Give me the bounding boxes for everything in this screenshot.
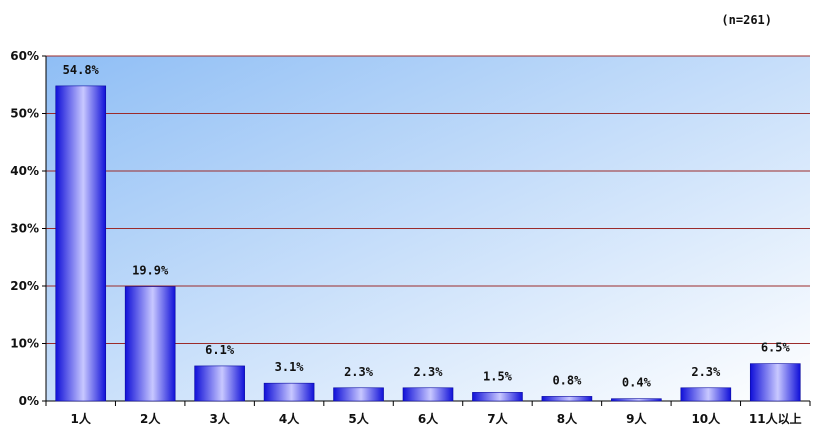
category-label: 7人 [487,411,508,426]
bar-5 [333,387,384,402]
category-label: 9人 [626,411,647,426]
labels: 0% 10% 20% 30% 40% 50% 60% 54.8% 1人 19.9% 2人 6.1% 3人… [10,49,801,426]
data-label: 6.5% [761,341,791,355]
bar-11 [749,363,801,402]
category-label: 6人 [418,411,439,426]
data-label: 3.1% [275,360,305,374]
bar-2 [124,286,176,402]
category-label: 2人 [140,411,161,426]
data-label: 0.4% [622,376,652,390]
bar-10 [680,387,732,402]
category-label: 3人 [209,411,230,426]
category-label: 10人 [691,411,721,426]
category-label: 1人 [71,411,92,426]
bar-1 [55,85,107,402]
bar-6 [402,387,454,402]
sample-size-annotation: (n=261) [721,13,772,27]
category-label: 4人 [279,411,300,426]
category-label: 8人 [557,411,578,426]
bar-9 [611,398,662,402]
category-label: 11人以上 [749,411,802,426]
data-label: 54.8% [63,63,100,77]
y-tick-label: 40% [10,164,39,178]
bar-4 [263,382,315,402]
y-tick-label: 30% [10,222,39,236]
data-label: 2.3% [414,365,444,379]
bar-3 [194,365,245,402]
y-tick-label: 0% [19,394,39,408]
data-label: 0.8% [552,373,582,387]
y-tick-label: 10% [10,337,39,351]
data-label: 2.3% [691,365,721,379]
data-label: 19.9% [132,264,169,278]
bars [55,85,801,402]
y-tick-label: 20% [10,279,39,293]
y-tick-label: 60% [10,49,39,63]
y-tick-label: 50% [10,107,39,121]
data-label: 6.1% [205,343,235,357]
category-label: 5人 [348,411,369,426]
data-label: 1.5% [483,369,513,383]
bar-8 [541,396,593,402]
data-label: 2.3% [344,365,374,379]
bar-7 [472,392,523,402]
